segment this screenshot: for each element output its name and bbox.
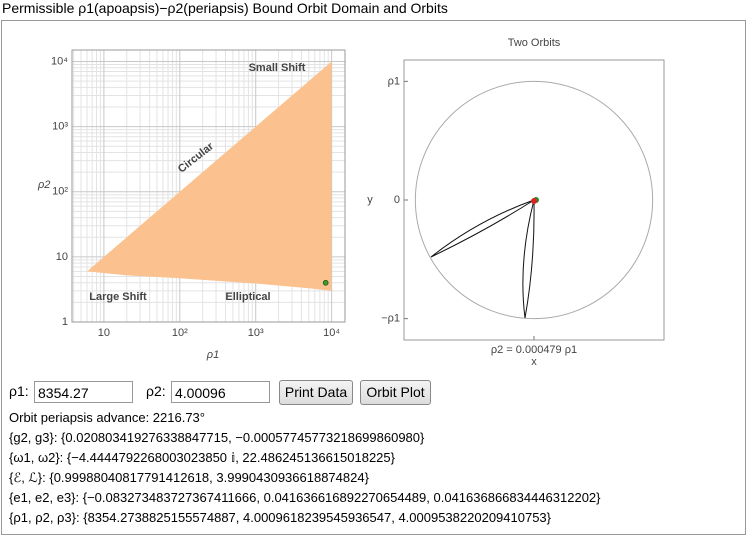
y-tick-label: 10² [52,186,68,198]
panel [1,20,746,535]
x-axis-label: x [531,356,537,368]
x-tick-label: 10⁴ [323,327,340,339]
output-line: {ℰ, ℒ}: {0.99988040817791412618, 3.99904… [9,470,369,485]
y-axis-label: y [367,194,373,206]
x-tick-label: 10 [98,327,110,339]
orbit-point [322,279,329,286]
center-marker [531,198,537,204]
orbit-chart: Two Orbits ρ1 0 −ρ1 ρ2 = 0.000479 ρ1x y [367,37,665,368]
output-line: {ρ1, ρ2, ρ3}: {8354.2738825155574887, 4.… [9,510,551,525]
output-line: {g2, g3}: {0.020803419276338847715, −0.0… [9,430,425,445]
rho1-label: ρ1: [9,383,29,399]
plot-frame [71,49,346,323]
output-line: Orbit periapsis advance: 2216.73° [9,410,205,425]
rho2-label: ρ2: [146,383,166,399]
output-line: {ω1, ω2}: {−4.4444792268003023850 𝕚, 22.… [9,450,395,465]
y-tick-label: 10⁴ [51,55,68,67]
rho1-input[interactable]: 8354.27 [34,381,133,403]
output-line: {e1, e2, e3}: {−0.083273483727367411666,… [9,490,601,505]
region-annotation: Elliptical [225,291,270,303]
orbit-loop [430,199,535,258]
print-data-button[interactable]: Print Data [279,380,353,405]
ratio-note: ρ2 = 0.000479 ρ1 [491,344,577,356]
x-axis-label: ρ1 [206,349,219,361]
x-tick-label: 10² [172,327,188,339]
orbit-plot-button[interactable]: Orbit Plot [360,380,431,405]
y-tick-label: 10 [56,251,68,263]
region-annotation: Small Shift [249,62,306,74]
y-tick-label: 1 [62,316,68,328]
y-tick-label: ρ1 [388,75,400,87]
orbit-loop [522,199,535,319]
window-title: Permissible ρ1(apoapsis)−ρ2(periapsis) B… [2,0,448,16]
boundary-circle [414,80,654,320]
bound-domain [87,61,332,291]
y-tick-label: −ρ1 [381,313,400,325]
chart-title: Two Orbits [508,37,561,49]
region-annotation: Large Shift [89,291,147,303]
y-axis-label: ρ2 [37,179,50,191]
y-tick-label: 10³ [52,121,68,133]
rho2-input[interactable]: 4.00096 [171,381,270,403]
x-tick-label: 10³ [248,327,264,339]
y-tick-label: 0 [394,194,400,206]
